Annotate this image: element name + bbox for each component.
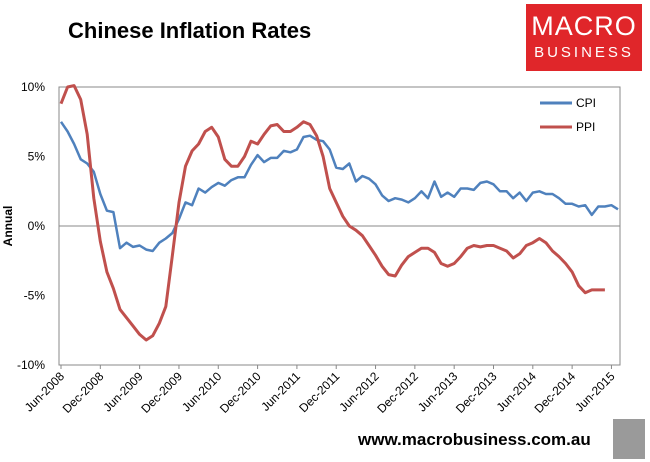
legend: CPI PPI — [540, 96, 596, 134]
x-tick-label: Dec-2014 — [532, 369, 579, 416]
y-tick-label: -10% — [17, 358, 45, 372]
series-lines — [59, 84, 619, 342]
chart-title: Chinese Inflation Rates — [68, 18, 312, 43]
y-axis-label: Annual — [1, 206, 15, 247]
legend-cpi-label: CPI — [576, 96, 596, 110]
logo-line-1: MACRO — [531, 11, 637, 41]
x-tick-label: Jun-2011 — [258, 369, 303, 414]
x-axis-ticks: Jun-2008Dec-2008Jun-2009Dec-2009Jun-2010… — [22, 365, 618, 416]
y-tick-label: -5% — [24, 289, 46, 303]
series-line-ppi — [59, 84, 605, 342]
y-tick-label: 10% — [21, 80, 45, 94]
x-tick-label: Dec-2008 — [60, 369, 107, 416]
x-tick-label: Jun-2015 — [572, 369, 618, 415]
y-tick-label: 0% — [28, 219, 46, 233]
x-tick-label: Dec-2010 — [217, 369, 264, 416]
series-line-cpi — [59, 121, 619, 253]
macrobusiness-logo: MACRO BUSINESS — [526, 4, 642, 71]
x-tick-label: Dec-2012 — [374, 369, 421, 416]
legend-ppi-label: PPI — [576, 120, 595, 134]
logo-line-2: BUSINESS — [534, 44, 634, 61]
x-tick-label: Dec-2013 — [453, 369, 500, 416]
y-axis-ticks: 10% 5% 0% -5% -10% — [17, 80, 45, 372]
x-tick-label: Dec-2011 — [296, 369, 342, 415]
wolf-logo-image — [613, 419, 645, 459]
y-tick-label: 5% — [28, 150, 46, 164]
x-tick-label: Dec-2009 — [138, 369, 185, 416]
footer-url: www.macrobusiness.com.au — [358, 430, 591, 449]
